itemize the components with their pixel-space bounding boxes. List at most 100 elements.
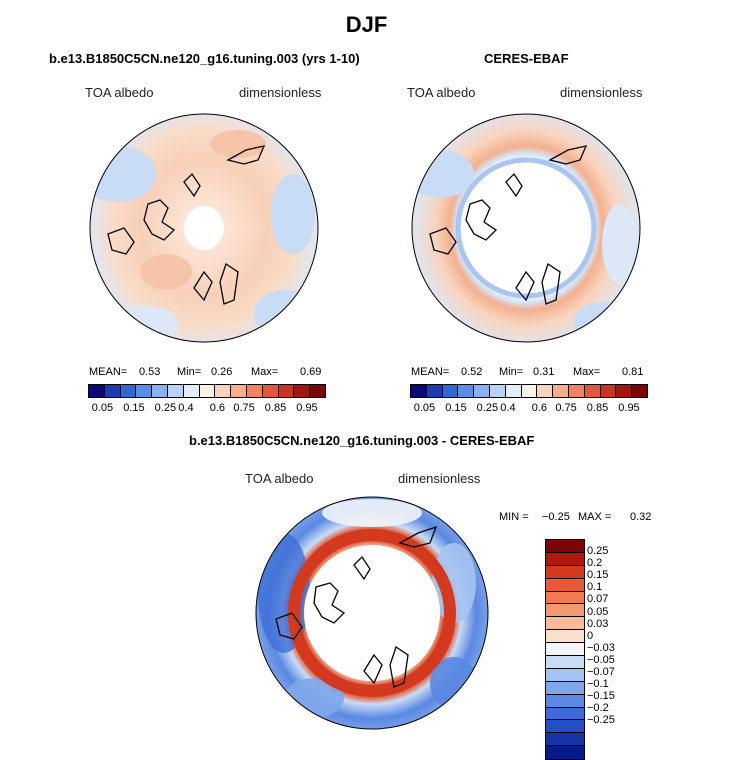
colorbar-tick-label: 0.6	[209, 402, 226, 414]
colorbar-swatch	[442, 385, 459, 397]
colorbar-swatch	[584, 385, 601, 397]
colorbar-tick-label: 0.6	[531, 402, 548, 414]
colorbar-tick-label: 0.05	[413, 402, 436, 414]
colorbar-swatch	[215, 385, 232, 397]
colorbar-swatch	[600, 385, 617, 397]
colorbar-tick-label: 0.05	[587, 605, 609, 618]
colorbar-tick-label: 0.15	[123, 402, 145, 414]
obs-variable-label: TOA albedo	[407, 85, 476, 100]
obs-max-value: 0.81	[622, 366, 644, 378]
colorbar-swatch	[489, 385, 506, 397]
colorbar-tick-label: −0.07	[587, 666, 615, 678]
diff-max-value: 0.32	[630, 511, 652, 523]
obs-min-label: Min=	[499, 366, 524, 378]
obs-colorbar	[410, 384, 648, 398]
colorbar-tick-label: 0.05	[91, 402, 114, 414]
colorbar-tick-label: −0.15	[587, 690, 615, 703]
colorbar-swatch	[546, 540, 584, 553]
colorbar-swatch	[546, 578, 584, 592]
model-min-label: Min=	[177, 366, 202, 378]
colorbar-swatch	[262, 385, 279, 397]
colorbar-swatch	[546, 681, 584, 695]
diff-variable-label: TOA albedo	[245, 471, 314, 486]
model-max-value: 0.69	[300, 366, 322, 378]
colorbar-swatch	[183, 385, 200, 397]
model-mean-value: 0.53	[139, 366, 161, 378]
colorbar-tick-label: 0.15	[587, 569, 609, 582]
colorbar-swatch	[546, 617, 584, 631]
colorbar-tick-label: 0	[587, 629, 594, 642]
colorbar-swatch	[553, 385, 569, 397]
colorbar-swatch	[521, 385, 538, 397]
colorbar-swatch	[546, 668, 584, 682]
colorbar-tick-label: −0.1	[587, 678, 609, 691]
colorbar-tick-label: −0.25	[587, 714, 615, 727]
colorbar-tick-label: 0.4	[178, 402, 194, 414]
figure-title: DJF	[345, 12, 388, 37]
colorbar-swatch	[458, 385, 475, 397]
diff-polar-map	[255, 496, 489, 730]
colorbar-swatch	[537, 385, 554, 397]
colorbar-swatch	[231, 385, 247, 397]
diff-colorbar	[545, 539, 585, 760]
colorbar-swatch	[546, 746, 584, 760]
colorbar-swatch	[294, 385, 311, 397]
colorbar-swatch	[546, 694, 584, 708]
colorbar-swatch	[278, 385, 295, 397]
colorbar-tick-label: 0.95	[296, 402, 318, 414]
colorbar-swatch	[505, 385, 522, 397]
colorbar-tick-label: 0.4	[500, 402, 516, 414]
colorbar-swatch	[120, 385, 137, 397]
diff-units-label: dimensionless	[398, 471, 481, 486]
diff-min-value: −0.25	[542, 511, 570, 523]
colorbar-tick-label: 0.75	[555, 402, 577, 414]
model-mean-label: MEAN=	[89, 366, 128, 378]
colorbar-swatch	[152, 385, 168, 397]
colorbar-swatch	[136, 385, 153, 397]
model-max-label: Max=	[251, 366, 279, 378]
colorbar-swatch	[616, 385, 633, 397]
diff-panel-title: b.e13.B1850C5CN.ne120_g16.tuning.003 - C…	[189, 433, 535, 448]
colorbar-tick-label: 0.85	[264, 402, 287, 414]
colorbar-swatch	[546, 552, 584, 566]
model-polar-map	[89, 113, 319, 343]
colorbar-swatch	[546, 643, 584, 657]
colorbar-tick-label: −0.2	[587, 702, 609, 715]
colorbar-tick-label: 0.15	[445, 402, 467, 414]
obs-polar-map	[411, 113, 641, 343]
colorbar-swatch	[474, 385, 490, 397]
model-variable-label: TOA albedo	[85, 85, 154, 100]
model-min-value: 0.26	[211, 366, 233, 378]
obs-min-value: 0.31	[533, 366, 555, 378]
colorbar-tick-label: 0.95	[618, 402, 640, 414]
colorbar-swatch	[546, 707, 584, 721]
colorbar-tick-label: 0.1	[587, 581, 603, 594]
colorbar-swatch	[89, 385, 105, 397]
colorbar-swatch	[546, 720, 584, 734]
colorbar-tick-label: 0.07	[587, 593, 609, 606]
colorbar-swatch	[546, 604, 584, 618]
colorbar-swatch	[546, 630, 584, 644]
colorbar-swatch	[568, 385, 585, 397]
colorbar-tick-label: 0.25	[154, 402, 177, 414]
colorbar-tick-label: −0.05	[587, 653, 615, 666]
colorbar-swatch	[411, 385, 427, 397]
colorbar-tick-label: 0.25	[476, 402, 499, 414]
colorbar-swatch	[199, 385, 216, 397]
obs-units-label: dimensionless	[560, 85, 643, 100]
colorbar-swatch	[104, 385, 121, 397]
colorbar-swatch	[246, 385, 263, 397]
colorbar-tick-label: 0.2	[587, 557, 603, 570]
colorbar-tick-label: 0.03	[587, 617, 609, 630]
diff-colorbar-labels: 0.25 0.2 0.15 0.1 0.07 0.05 0.03 0 −0.03 −0.05 −0.…	[587, 539, 647, 739]
model-colorbar	[88, 384, 326, 398]
diff-max-label: MAX =	[578, 511, 612, 523]
model-panel-title: b.e13.B1850C5CN.ne120_g16.tuning.003 (yr…	[49, 51, 360, 66]
colorbar-tick-label: 0.85	[586, 402, 609, 414]
colorbar-swatch	[546, 656, 584, 669]
colorbar-tick-label: 0.25	[587, 545, 609, 557]
colorbar-tick-label: −0.03	[587, 641, 615, 654]
colorbar-tick-label: 0.75	[233, 402, 255, 414]
obs-panel-title: CERES-EBAF	[484, 51, 569, 66]
colorbar-swatch	[546, 591, 584, 605]
